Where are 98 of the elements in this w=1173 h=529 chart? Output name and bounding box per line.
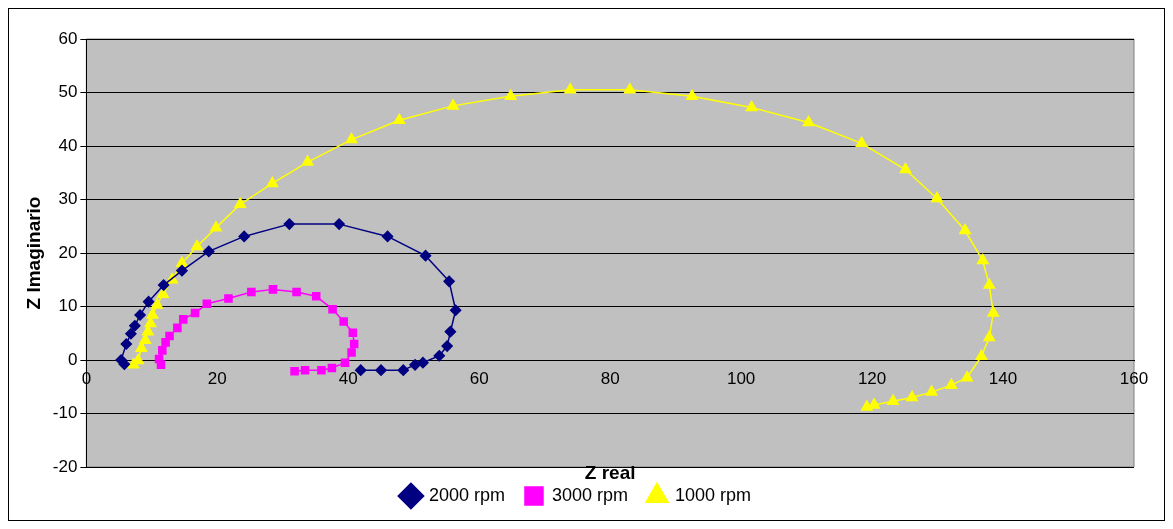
point <box>317 365 326 375</box>
point <box>178 315 188 324</box>
point <box>899 162 912 174</box>
point <box>268 285 278 294</box>
point <box>190 308 200 318</box>
point <box>504 89 517 100</box>
point <box>925 385 938 396</box>
point <box>976 253 989 265</box>
y-tick-label: 10 <box>58 296 78 316</box>
point <box>134 309 146 321</box>
y-tick-label: 40 <box>58 135 78 155</box>
x-tick-label: 120 <box>857 368 887 388</box>
point <box>301 155 314 166</box>
point <box>419 249 432 262</box>
x-tick-label: 100 <box>726 368 756 388</box>
y-tick-label: 50 <box>58 82 78 102</box>
point <box>347 348 356 357</box>
point <box>447 99 459 110</box>
point <box>327 363 337 373</box>
point <box>290 366 299 376</box>
point <box>961 370 973 382</box>
point <box>340 358 350 367</box>
point <box>887 394 899 405</box>
point <box>224 294 233 303</box>
point <box>444 325 457 338</box>
point <box>129 320 141 332</box>
point <box>441 340 453 352</box>
point <box>449 304 462 316</box>
y-tick-label: 20 <box>58 242 78 262</box>
point <box>146 308 159 319</box>
y-tick-label: -20 <box>52 456 78 476</box>
point <box>191 239 203 251</box>
point <box>283 218 296 230</box>
y-tick-label: 60 <box>58 28 78 48</box>
point <box>855 136 868 148</box>
point <box>333 218 345 230</box>
x-tick-label: 140 <box>988 368 1018 388</box>
x-tick-label: 40 <box>338 368 358 388</box>
point <box>238 230 250 243</box>
point <box>157 279 170 291</box>
legend-label: 2000 rpm <box>428 484 505 505</box>
legend-label: 1000 rpm <box>675 484 752 505</box>
x-tick-label: 80 <box>600 368 620 388</box>
point <box>210 221 222 232</box>
point <box>328 304 337 314</box>
point <box>623 83 636 94</box>
point <box>433 349 446 362</box>
point <box>860 400 873 411</box>
point <box>158 346 167 355</box>
y-tick-label: 0 <box>67 349 78 369</box>
point <box>151 298 164 309</box>
point <box>161 338 170 347</box>
point <box>802 115 815 127</box>
point <box>173 323 182 333</box>
legend-label: 3000 rpm <box>551 484 629 505</box>
point <box>165 331 174 341</box>
point <box>983 278 996 289</box>
point <box>983 330 996 342</box>
point <box>393 113 406 125</box>
y-tick-label: 30 <box>58 189 78 209</box>
point <box>564 83 577 94</box>
point <box>417 356 429 369</box>
y-axis-title: Z Imaginario <box>22 196 44 310</box>
point <box>300 365 310 375</box>
point <box>202 299 212 309</box>
point <box>125 328 137 340</box>
point <box>945 378 958 389</box>
x-tick-label: 60 <box>469 368 489 388</box>
point <box>176 264 188 277</box>
point <box>397 364 410 376</box>
point <box>154 354 164 364</box>
point <box>292 287 301 297</box>
point <box>443 275 455 288</box>
point <box>345 132 358 144</box>
point <box>203 245 215 258</box>
point <box>375 364 387 376</box>
point <box>339 317 348 326</box>
point <box>349 339 359 349</box>
point <box>906 390 918 402</box>
point <box>959 223 972 235</box>
point <box>247 287 256 297</box>
x-tick-label: 160 <box>1119 368 1149 388</box>
point <box>266 176 279 188</box>
point <box>348 328 358 337</box>
point <box>142 295 155 308</box>
point <box>745 100 758 112</box>
point <box>381 230 394 243</box>
point <box>234 197 247 209</box>
point <box>176 256 188 267</box>
point <box>311 292 321 301</box>
x-tick-label: 20 <box>207 368 227 388</box>
point <box>409 359 421 371</box>
point <box>975 349 988 361</box>
point <box>120 338 133 350</box>
y-tick-label: -10 <box>52 403 78 423</box>
point <box>930 191 943 203</box>
point <box>686 89 698 100</box>
point <box>987 306 1000 317</box>
